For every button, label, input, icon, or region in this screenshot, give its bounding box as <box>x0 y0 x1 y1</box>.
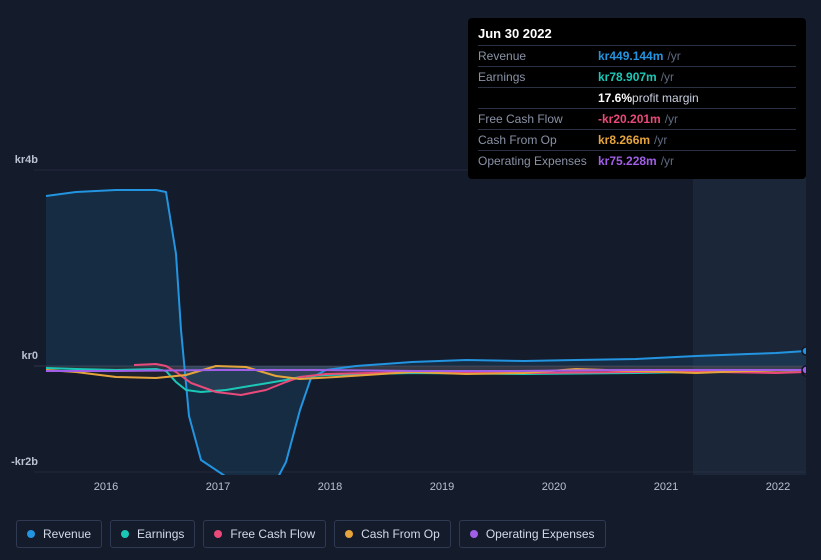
tooltip-date: Jun 30 2022 <box>478 26 796 41</box>
legend-label: Operating Expenses <box>486 527 595 541</box>
tooltip-row: Free Cash Flow-kr20.201m /yr <box>478 108 796 129</box>
chart-plot[interactable] <box>16 160 806 475</box>
legend-label: Earnings <box>137 527 184 541</box>
y-tick-label: kr4b <box>10 154 38 166</box>
series-area <box>46 190 806 475</box>
tooltip-row-value: 17.6% <box>598 91 632 105</box>
tooltip-row: 17.6% profit margin <box>478 87 796 108</box>
tooltip-row-suffix: /yr <box>665 112 678 126</box>
x-tick-label: 2018 <box>318 481 342 493</box>
legend-item[interactable]: Earnings <box>110 520 195 548</box>
series-line <box>46 370 806 371</box>
tooltip-row: Operating Expenseskr75.228m /yr <box>478 150 796 171</box>
chart-tooltip: Jun 30 2022 Revenuekr449.144m /yrEarning… <box>468 18 806 179</box>
tooltip-row-label: Operating Expenses <box>478 154 598 168</box>
tooltip-row-value: kr449.144m <box>598 49 663 63</box>
x-tick-label: 2016 <box>94 481 118 493</box>
tooltip-row-suffix: /yr <box>654 133 667 147</box>
tooltip-row-value: -kr20.201m <box>598 112 661 126</box>
tooltip-row: Earningskr78.907m /yr <box>478 66 796 87</box>
x-tick-label: 2021 <box>654 481 678 493</box>
x-tick-label: 2020 <box>542 481 566 493</box>
legend-item[interactable]: Free Cash Flow <box>203 520 326 548</box>
forecast-band <box>693 170 806 475</box>
legend-item[interactable]: Operating Expenses <box>459 520 606 548</box>
x-tick-label: 2022 <box>766 481 790 493</box>
series-end-marker <box>802 366 806 374</box>
tooltip-rows: Revenuekr449.144m /yrEarningskr78.907m /… <box>478 45 796 171</box>
tooltip-row-suffix: /yr <box>661 70 674 84</box>
legend-label: Revenue <box>43 527 91 541</box>
y-tick-label: -kr2b <box>10 456 38 468</box>
chart-legend: Revenue Earnings Free Cash Flow Cash From O… <box>16 520 606 548</box>
tooltip-row-suffix: profit margin <box>632 91 699 105</box>
legend-item[interactable]: Cash From Op <box>334 520 451 548</box>
x-tick-label: 2019 <box>430 481 454 493</box>
series-end-marker <box>802 347 806 355</box>
financials-chart: kr4bkr0-kr2b 201620172018201920202021202… <box>16 160 806 475</box>
legend-swatch <box>27 530 35 538</box>
tooltip-row-value: kr78.907m <box>598 70 657 84</box>
tooltip-row-label: Free Cash Flow <box>478 112 598 126</box>
legend-swatch <box>214 530 222 538</box>
legend-swatch <box>470 530 478 538</box>
legend-swatch <box>121 530 129 538</box>
legend-swatch <box>345 530 353 538</box>
legend-label: Cash From Op <box>361 527 440 541</box>
tooltip-row-suffix: /yr <box>661 154 674 168</box>
tooltip-row-label: Earnings <box>478 70 598 84</box>
x-tick-label: 2017 <box>206 481 230 493</box>
y-tick-label: kr0 <box>10 350 38 362</box>
tooltip-row-label: Revenue <box>478 49 598 63</box>
tooltip-row-label: Cash From Op <box>478 133 598 147</box>
legend-label: Free Cash Flow <box>230 527 315 541</box>
tooltip-row-value: kr75.228m <box>598 154 657 168</box>
tooltip-row-suffix: /yr <box>667 49 680 63</box>
tooltip-row-value: kr8.266m <box>598 133 650 147</box>
legend-item[interactable]: Revenue <box>16 520 102 548</box>
tooltip-row: Cash From Opkr8.266m /yr <box>478 129 796 150</box>
tooltip-row-label <box>478 91 598 105</box>
tooltip-row: Revenuekr449.144m /yr <box>478 45 796 66</box>
